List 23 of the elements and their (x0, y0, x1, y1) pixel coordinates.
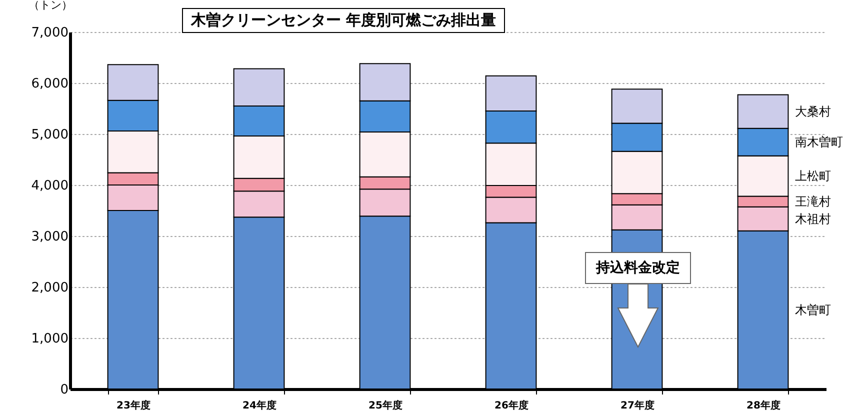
x-tick-label: 23年度 (116, 400, 150, 412)
series-label: 大桑村 (795, 104, 831, 119)
y-tick-label: 2,000 (31, 280, 68, 296)
y-tick-label: 5,000 (31, 128, 68, 142)
y-tick-label: 4,000 (31, 178, 68, 194)
series-label: 上松町 (795, 169, 831, 184)
y-tick-label: 7,000 (31, 26, 68, 40)
x-tick-label: 27年度 (620, 400, 654, 412)
x-tick-label: 24年度 (242, 400, 276, 412)
series-label: 木祖村 (795, 212, 831, 226)
y-tick-label: 6,000 (31, 76, 68, 92)
x-tick-label: 26年度 (494, 400, 528, 412)
series-label: 王滝村 (795, 194, 831, 209)
x-tick-label: 28年度 (746, 400, 780, 412)
y-tick-label: 0 (60, 382, 68, 398)
y-axis-title: （トン） (28, 0, 72, 12)
y-tick-label: 1,000 (31, 332, 68, 346)
y-tick-label: 3,000 (31, 230, 68, 244)
annotation: 持込料金改定 (585, 252, 691, 284)
chart-title: 木曽クリーンセンター 年度別可燃ごみ排出量 (182, 8, 506, 33)
series-label: 南木曽町 (795, 135, 843, 150)
series-label: 木曽町 (795, 302, 831, 317)
x-tick-label: 25年度 (368, 400, 402, 412)
